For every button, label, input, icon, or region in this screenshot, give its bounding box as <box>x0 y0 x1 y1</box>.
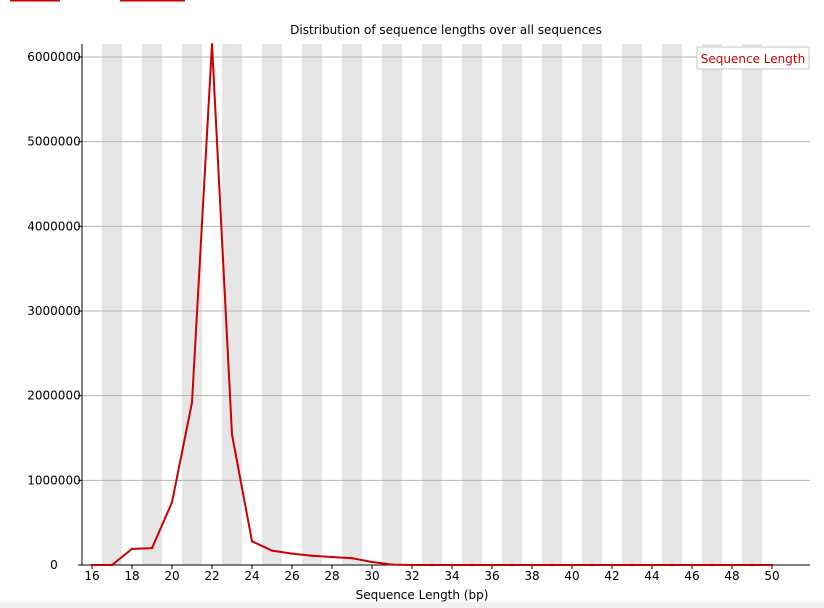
stripe <box>462 44 482 565</box>
x-tick-label: 38 <box>524 569 539 583</box>
stripe <box>422 44 442 565</box>
x-tick-label: 28 <box>324 569 339 583</box>
stripe <box>102 44 122 565</box>
y-tick-label: 6000000 <box>27 50 80 64</box>
data-point <box>430 563 434 567</box>
x-tick-label: 20 <box>164 569 179 583</box>
chart-title: Distribution of sequence lengths over al… <box>290 23 602 37</box>
data-point <box>510 563 514 567</box>
data-point <box>570 563 574 567</box>
data-point <box>750 563 754 567</box>
data-point <box>230 433 234 436</box>
data-point <box>630 563 634 567</box>
stripe <box>382 44 402 565</box>
y-axis-ticks: 0 1000000 2000000 3000000 4000000 5000000 6000… <box>27 50 82 572</box>
x-tick-label: 36 <box>484 569 499 583</box>
data-point <box>770 563 774 567</box>
stripe <box>302 44 322 565</box>
data-point <box>670 563 674 567</box>
data-point <box>470 563 474 567</box>
data-point <box>350 557 354 560</box>
data-point <box>410 563 414 567</box>
data-point <box>530 563 534 567</box>
x-tick-label: 44 <box>644 569 659 583</box>
data-point <box>170 501 174 504</box>
stripe <box>662 44 682 565</box>
data-point <box>550 563 554 567</box>
data-point <box>330 555 334 559</box>
y-tick-label: 0 <box>50 558 58 572</box>
x-tick-label: 24 <box>244 569 259 583</box>
stripe <box>262 44 282 565</box>
data-point <box>150 546 154 550</box>
stripe <box>622 44 642 565</box>
x-tick-label: 16 <box>84 569 99 583</box>
x-tick-label: 48 <box>724 569 739 583</box>
data-point <box>190 401 194 404</box>
data-point <box>290 552 294 555</box>
data-point <box>450 563 454 567</box>
data-point <box>130 547 134 551</box>
x-tick-label: 46 <box>684 569 699 583</box>
y-tick-label: 5000000 <box>27 135 80 149</box>
data-point <box>690 563 694 567</box>
x-tick-label: 32 <box>404 569 419 583</box>
y-tick-label: 3000000 <box>27 304 80 318</box>
data-point <box>650 563 654 567</box>
x-tick-label: 30 <box>364 569 379 583</box>
data-point <box>250 540 254 543</box>
data-point <box>390 563 394 566</box>
legend-label: Sequence Length <box>701 52 805 66</box>
x-tick-label: 26 <box>284 569 299 583</box>
data-point <box>730 563 734 567</box>
y-tick-label: 2000000 <box>27 389 80 403</box>
stripe <box>542 44 562 565</box>
sequence-length-series-points <box>90 43 774 567</box>
legend: Sequence Length <box>696 46 810 70</box>
data-point <box>590 563 594 567</box>
data-point <box>370 560 374 564</box>
data-point <box>710 563 714 567</box>
stripe <box>222 44 242 565</box>
bottom-strip <box>0 602 824 608</box>
data-point <box>490 563 494 567</box>
alternating-column-stripes <box>102 44 762 565</box>
data-point <box>210 43 214 46</box>
x-tick-label: 34 <box>444 569 459 583</box>
x-axis-label: Sequence Length (bp) <box>356 588 489 602</box>
y-tick-label: 1000000 <box>27 473 80 487</box>
horizontal-gridlines <box>82 56 810 481</box>
x-tick-label: 40 <box>564 569 579 583</box>
stripe <box>742 44 762 565</box>
data-point <box>110 563 114 567</box>
data-point <box>270 549 274 552</box>
stripe <box>702 44 722 565</box>
x-tick-label: 18 <box>124 569 139 583</box>
y-tick-label: 4000000 <box>27 219 80 233</box>
data-point <box>610 563 614 567</box>
x-tick-label: 42 <box>604 569 619 583</box>
x-axis-ticks: 16 18 20 22 24 26 28 30 32 34 36 38 40 42 44 46 48 50 <box>84 565 780 583</box>
stripe <box>182 44 202 565</box>
stripe <box>342 44 362 565</box>
x-tick-label: 50 <box>764 569 779 583</box>
stripe <box>502 44 522 565</box>
legend-box <box>696 46 810 70</box>
x-tick-label: 22 <box>204 569 219 583</box>
data-point <box>310 554 314 557</box>
data-point <box>90 563 94 567</box>
stripe <box>582 44 602 565</box>
stripe <box>142 44 162 565</box>
